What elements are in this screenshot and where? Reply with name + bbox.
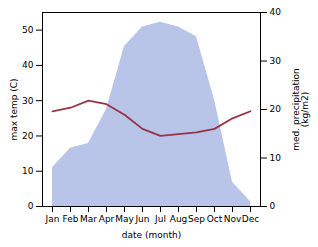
svg-text:Mar: Mar <box>80 214 97 224</box>
svg-text:Jan: Jan <box>45 214 60 224</box>
svg-text:May: May <box>115 214 134 224</box>
svg-text:30: 30 <box>270 56 282 66</box>
svg-text:Jun: Jun <box>134 214 149 224</box>
svg-text:max temp (C): max temp (C) <box>9 78 19 140</box>
svg-text:Oct: Oct <box>207 214 223 224</box>
svg-text:med. precipitation(kg/m2): med. precipitation(kg/m2) <box>291 68 310 150</box>
svg-text:0: 0 <box>270 201 276 211</box>
svg-text:30: 30 <box>22 96 34 106</box>
svg-text:20: 20 <box>22 131 34 141</box>
svg-text:Jul: Jul <box>154 214 166 224</box>
svg-text:0: 0 <box>28 201 34 211</box>
svg-text:50: 50 <box>22 25 34 35</box>
svg-text:20: 20 <box>270 104 282 114</box>
svg-text:10: 10 <box>22 166 34 176</box>
svg-text:Aug: Aug <box>170 214 188 224</box>
svg-text:10: 10 <box>270 153 282 163</box>
svg-text:date (month): date (month) <box>122 230 181 240</box>
svg-text:Apr: Apr <box>99 214 115 224</box>
svg-text:40: 40 <box>22 60 34 70</box>
svg-text:Dec: Dec <box>242 214 259 224</box>
svg-text:Nov: Nov <box>224 214 242 224</box>
svg-text:40: 40 <box>270 7 282 17</box>
svg-text:Feb: Feb <box>63 214 79 224</box>
svg-text:Sep: Sep <box>188 214 205 224</box>
